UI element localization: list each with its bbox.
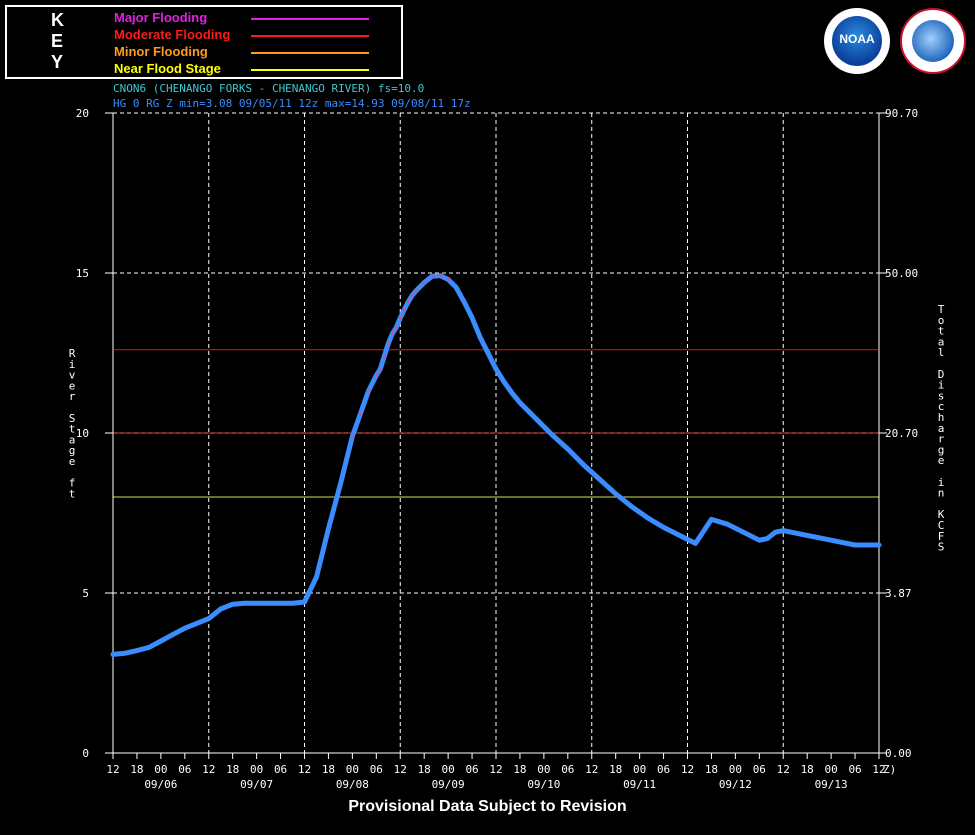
stage-point: [374, 373, 378, 377]
key-letter-y: Y: [51, 52, 64, 72]
stage-point: [394, 325, 398, 329]
x-tick-label: 00: [729, 763, 742, 776]
x-tick-label: 06: [178, 763, 191, 776]
min-max-info: HG 0 RG Z min=3.08 09/05/11 12z max=14.9…: [113, 97, 471, 110]
stage-point: [430, 274, 434, 278]
stage-point: [390, 332, 394, 336]
stage-point: [398, 316, 402, 320]
stage-point: [382, 354, 386, 358]
x-tick-label: 18: [322, 763, 335, 776]
x-tick-label: 12: [872, 763, 885, 776]
stage-point: [378, 367, 382, 371]
x-tick-label: 18: [609, 763, 622, 776]
x-tick-label: 06: [753, 763, 766, 776]
y2-tick-label: 20.70: [885, 427, 918, 440]
stage-point: [350, 434, 354, 438]
x-date-label: 09/12: [719, 778, 752, 791]
stage-point: [446, 277, 450, 281]
x-date-label: 09/08: [336, 778, 369, 791]
x-tick-label: 12: [681, 763, 694, 776]
x-tick-label: 00: [154, 763, 167, 776]
key-minor-label: Minor Flooding: [114, 44, 208, 59]
key-near-label: Near Flood Stage: [114, 61, 221, 76]
nws-logo: [900, 8, 966, 74]
y2-tick-label: 0.00: [885, 747, 912, 760]
y-tick-label: 10: [76, 427, 89, 440]
stage-point: [410, 293, 414, 297]
x-tick-label: 12: [394, 763, 407, 776]
noaa-logo: NOAA: [824, 8, 890, 74]
key-major-label: Major Flooding: [114, 10, 208, 25]
x-date-label: 09/09: [432, 778, 465, 791]
key-moderate-line: [251, 35, 369, 37]
y-tick-label: 20: [76, 107, 89, 120]
x-tick-label: 12: [585, 763, 598, 776]
x-tick-label: 12: [106, 763, 119, 776]
x-tick-label: 18: [513, 763, 526, 776]
x-tick-label: 18: [418, 763, 431, 776]
x-tick-label: 06: [561, 763, 574, 776]
x-tick-label: 12: [202, 763, 215, 776]
x-date-label: 09/10: [527, 778, 560, 791]
x-tick-label: 06: [848, 763, 861, 776]
key-letter-k: K: [51, 10, 64, 30]
gauge-title: CNON6 (CHENANGO FORKS - CHENANGO RIVER) …: [113, 82, 425, 95]
key-near-line: [251, 69, 369, 71]
x-tick-label: 18: [130, 763, 143, 776]
x-tick-label: 06: [465, 763, 478, 776]
x-tick-label: 18: [226, 763, 239, 776]
stage-point: [414, 289, 418, 293]
x-tick-label: 06: [274, 763, 287, 776]
legend-key: K E Y Major Flooding Moderate Flooding M…: [5, 5, 403, 79]
stage-point: [406, 300, 410, 304]
x-date-label: 09/06: [144, 778, 177, 791]
stage-point: [366, 389, 370, 393]
y2-tick-label: 50.00: [885, 267, 918, 280]
x-tick-label: 12: [777, 763, 790, 776]
x-tick-label: 00: [825, 763, 838, 776]
x-tick-label: 06: [657, 763, 670, 776]
key-minor-line: [251, 52, 369, 54]
y-tick-label: 5: [82, 587, 89, 600]
key-moderate-label: Moderate Flooding: [114, 27, 231, 42]
stage-series-line: [110, 273, 882, 657]
x-tick-label: 00: [250, 763, 263, 776]
stage-point: [422, 281, 426, 285]
x-date-label: 09/13: [815, 778, 848, 791]
x-tick-label: 00: [346, 763, 359, 776]
y-tick-label: 15: [76, 267, 89, 280]
x-tick-label: 18: [801, 763, 814, 776]
x-tick-label: 18: [705, 763, 718, 776]
x-axis-tz: Z): [883, 763, 896, 776]
y-tick-label: 0: [82, 747, 89, 760]
stage-point: [402, 308, 406, 312]
x-date-label: 09/07: [240, 778, 273, 791]
stage-point: [386, 341, 390, 345]
x-tick-label: 12: [489, 763, 502, 776]
x-tick-label: 00: [442, 763, 455, 776]
stage-point: [358, 412, 362, 416]
stage-point: [438, 274, 442, 278]
key-letter-e: E: [51, 31, 64, 51]
key-major-line: [251, 18, 369, 20]
x-tick-label: 06: [370, 763, 383, 776]
provisional-note: Provisional Data Subject to Revision: [348, 798, 627, 815]
y2-tick-label: 90.70: [885, 107, 918, 120]
x-date-label: 09/11: [623, 778, 656, 791]
x-tick-label: 00: [633, 763, 646, 776]
y2-tick-label: 3.87: [885, 587, 912, 600]
x-tick-label: 12: [298, 763, 311, 776]
x-tick-label: 00: [537, 763, 550, 776]
